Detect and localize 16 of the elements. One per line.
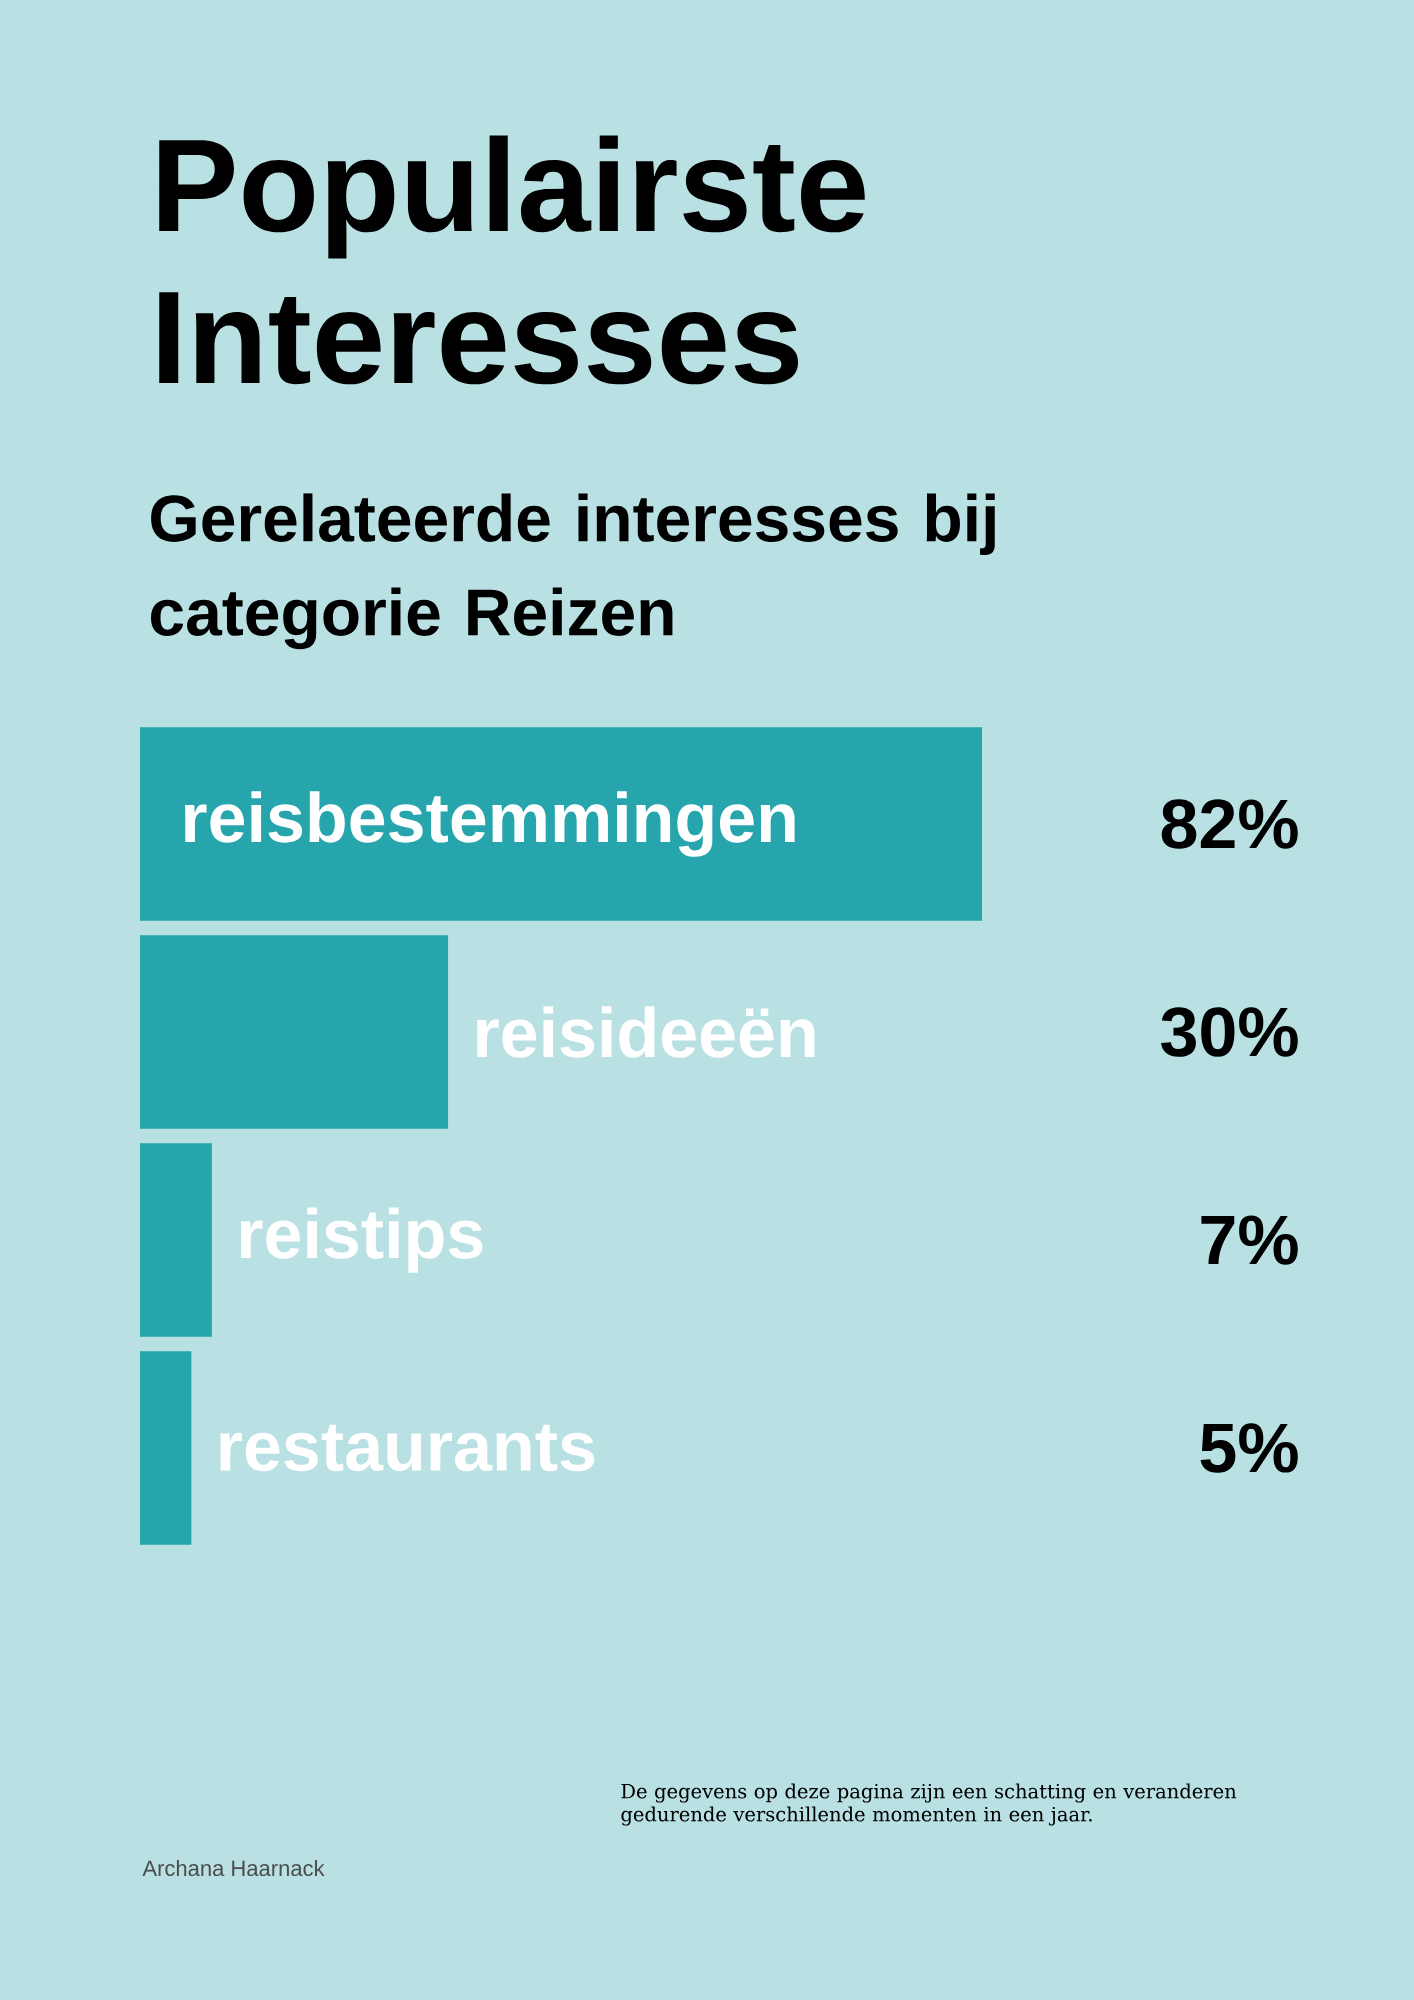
y-tick-label: reisbestemmingen (185, 791, 795, 857)
y-tick-label: reistips (240, 1207, 483, 1273)
y-tick-label: reisideeën (477, 1006, 815, 1058)
text: De gegevens op deze pagina zijn een schatting en veranderen gedurende verschillende momenten in een jaar. (621, 1783, 1237, 1826)
bar (140, 727, 983, 921)
bar (140, 935, 449, 1129)
bar (140, 1143, 212, 1337)
chart-title: Populairste Interesses (159, 135, 865, 385)
data-label: 5% (1200, 1423, 1298, 1473)
data-label: 7% (1201, 1215, 1298, 1265)
chart-subtitle: Gerelateerde interesses bij categorie Reizen (150, 493, 995, 650)
data-label: 82% (1161, 799, 1298, 849)
text: Archana Haarnack (142, 1859, 325, 1877)
y-tick-label: restaurants (220, 1424, 595, 1472)
bar (140, 1351, 192, 1545)
data-label: 30% (1161, 1007, 1298, 1057)
